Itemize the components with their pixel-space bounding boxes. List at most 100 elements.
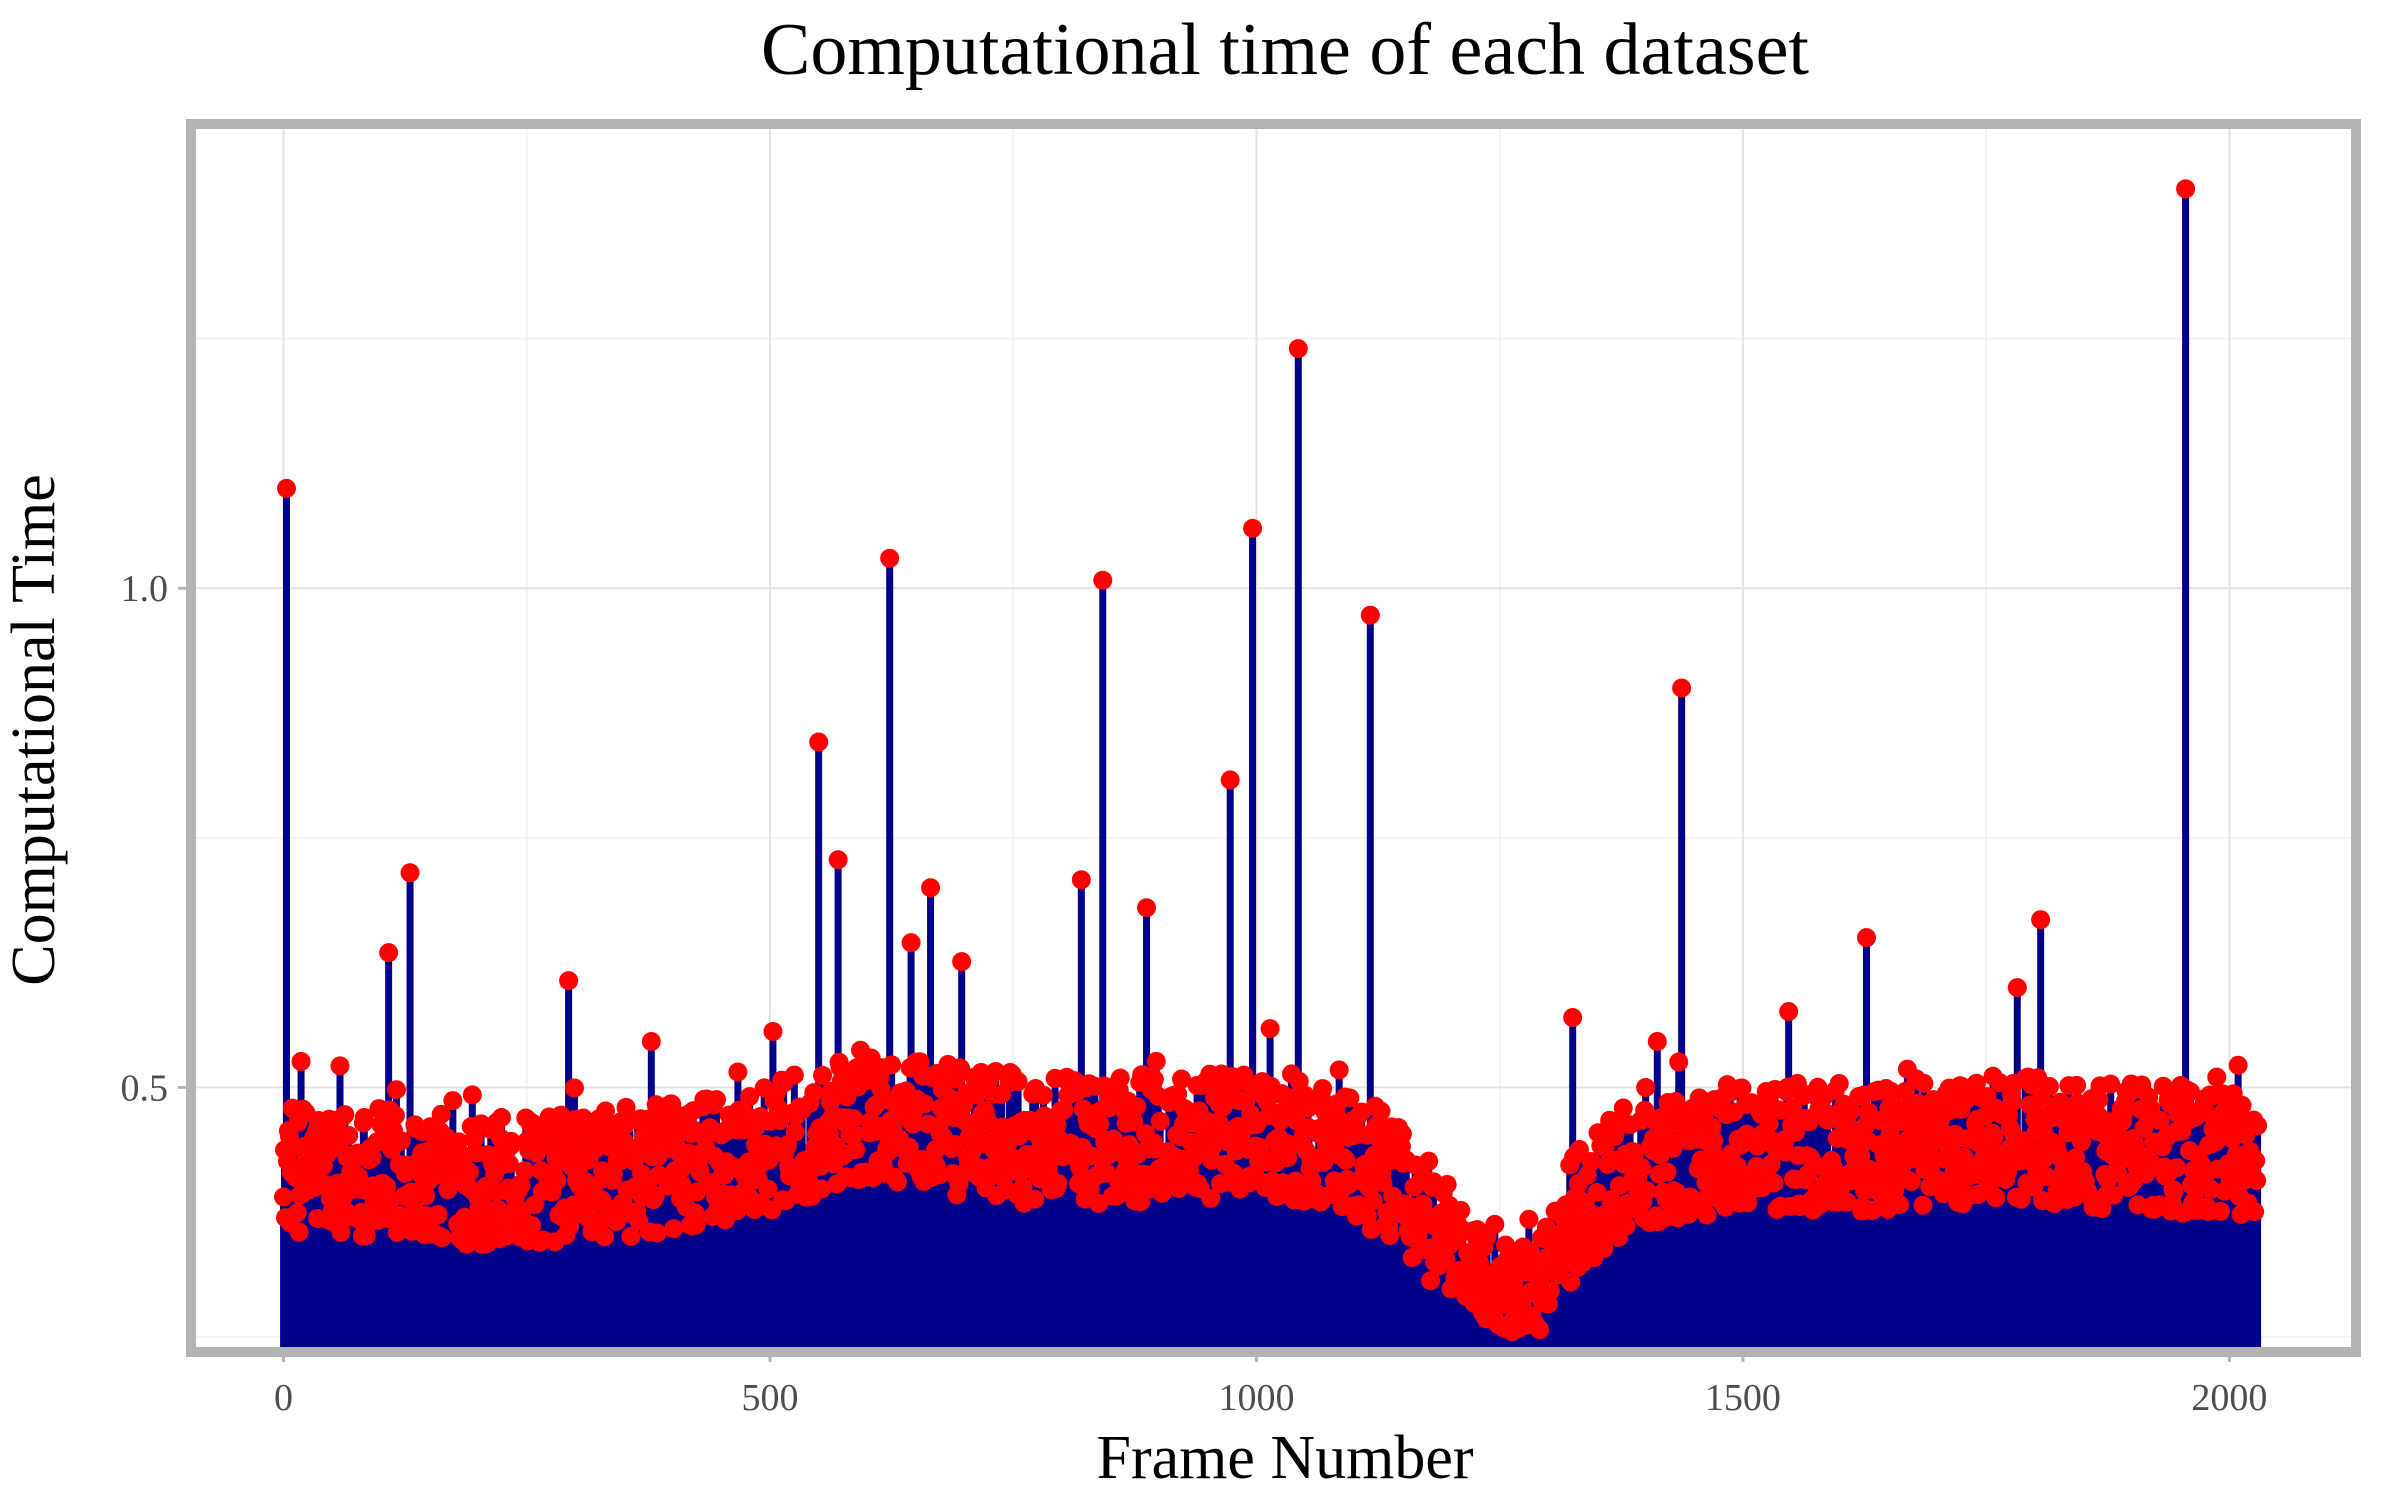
data-point <box>966 1085 986 1105</box>
data-point <box>2011 1189 2031 1209</box>
data-point <box>1168 1084 1188 1104</box>
data-point <box>1201 1188 1221 1208</box>
data-point <box>459 1162 479 1182</box>
data-point <box>1637 1181 1657 1201</box>
data-point <box>879 1141 899 1161</box>
data-point <box>1298 1098 1318 1118</box>
data-point <box>391 1131 411 1151</box>
data-point <box>547 1170 567 1190</box>
data-point <box>1540 1281 1560 1301</box>
data-point <box>354 1108 374 1128</box>
data-point <box>1288 339 1308 359</box>
data-point <box>707 1090 727 1110</box>
y-tick-label: 0.5 <box>121 1067 169 1109</box>
data-point <box>1313 1079 1333 1099</box>
data-point <box>1657 1162 1677 1182</box>
data-point <box>1984 1127 2004 1147</box>
data-point <box>1421 1271 1441 1291</box>
data-point <box>1172 1069 1192 1089</box>
data-point <box>1759 1113 1779 1133</box>
data-point <box>356 1226 376 1246</box>
data-point <box>559 971 579 991</box>
data-point <box>2104 1185 2124 1205</box>
data-point <box>763 1022 783 1042</box>
data-point <box>560 1216 580 1236</box>
data-point <box>362 1148 382 1168</box>
data-point <box>2089 1090 2109 1110</box>
data-point <box>1360 605 1380 625</box>
data-point <box>1986 1188 2006 1208</box>
x-tick-label: 500 <box>742 1377 799 1419</box>
data-point <box>443 1091 463 1111</box>
data-point <box>431 1104 451 1124</box>
data-point <box>1127 1096 1147 1116</box>
data-point <box>1704 1131 1724 1151</box>
data-point <box>1124 1112 1144 1132</box>
y-axis-title: Computational Time <box>0 474 68 986</box>
data-point <box>2228 1055 2248 1075</box>
x-tick-label: 1000 <box>1218 1377 1294 1419</box>
data-point <box>1437 1174 1457 1194</box>
data-point <box>1260 1019 1280 1039</box>
data-point <box>1636 1077 1656 1097</box>
data-point <box>951 1059 971 1079</box>
data-point <box>1890 1195 1910 1215</box>
data-point <box>901 933 921 953</box>
data-point <box>910 1052 930 1072</box>
data-point <box>2211 1201 2231 1221</box>
data-point <box>2167 1158 2187 1178</box>
data-point <box>1563 1008 1583 1028</box>
data-point <box>647 1223 667 1243</box>
data-point <box>1581 1151 1601 1171</box>
data-points <box>274 179 2268 1342</box>
data-point <box>736 1104 756 1124</box>
data-point <box>1672 678 1692 698</box>
data-point <box>784 1065 804 1085</box>
data-point <box>949 1174 969 1194</box>
data-point <box>330 1056 350 1076</box>
data-point <box>1090 1114 1110 1134</box>
data-point <box>785 1122 805 1142</box>
data-point <box>1856 928 1876 948</box>
data-point <box>489 1200 509 1220</box>
data-point <box>1137 898 1157 918</box>
data-point <box>1340 1088 1360 1108</box>
data-point <box>1785 1122 1805 1142</box>
data-point <box>564 1078 584 1098</box>
data-point <box>1025 1189 1045 1209</box>
data-point <box>828 850 848 870</box>
data-point <box>1278 1148 1298 1168</box>
data-point <box>812 1179 832 1199</box>
data-point <box>1829 1074 1849 1094</box>
data-point <box>1371 1101 1391 1121</box>
data-point <box>809 732 829 752</box>
data-point <box>1048 1173 1068 1193</box>
data-point <box>664 1219 684 1239</box>
data-point <box>1071 870 1091 890</box>
data-point <box>641 1032 661 1052</box>
data-point <box>462 1085 482 1105</box>
data-point <box>1919 1141 1939 1161</box>
data-point <box>595 1227 615 1247</box>
data-point <box>2024 1177 2044 1197</box>
x-tick-label: 1500 <box>1705 1377 1781 1419</box>
data-point <box>1373 1173 1393 1193</box>
axis-ticks: 0 500 1000 1500 2000 0.5 1.0 <box>121 568 2268 1419</box>
data-point <box>1632 1158 1652 1178</box>
data-point <box>1093 570 1113 590</box>
data-point <box>2072 1132 2092 1152</box>
data-point <box>1520 1241 1540 1261</box>
data-point <box>882 1055 902 1075</box>
data-point <box>686 1215 706 1235</box>
data-point <box>1738 1193 1758 1213</box>
data-point <box>1336 1150 1356 1170</box>
data-point <box>1613 1098 1633 1118</box>
data-point <box>339 1126 359 1146</box>
data-point <box>621 1226 641 1246</box>
data-point <box>758 1179 778 1199</box>
data-point <box>1451 1200 1471 1220</box>
data-point <box>1669 1052 1689 1072</box>
data-point <box>1569 1140 1589 1160</box>
data-point <box>2164 1182 2184 1202</box>
